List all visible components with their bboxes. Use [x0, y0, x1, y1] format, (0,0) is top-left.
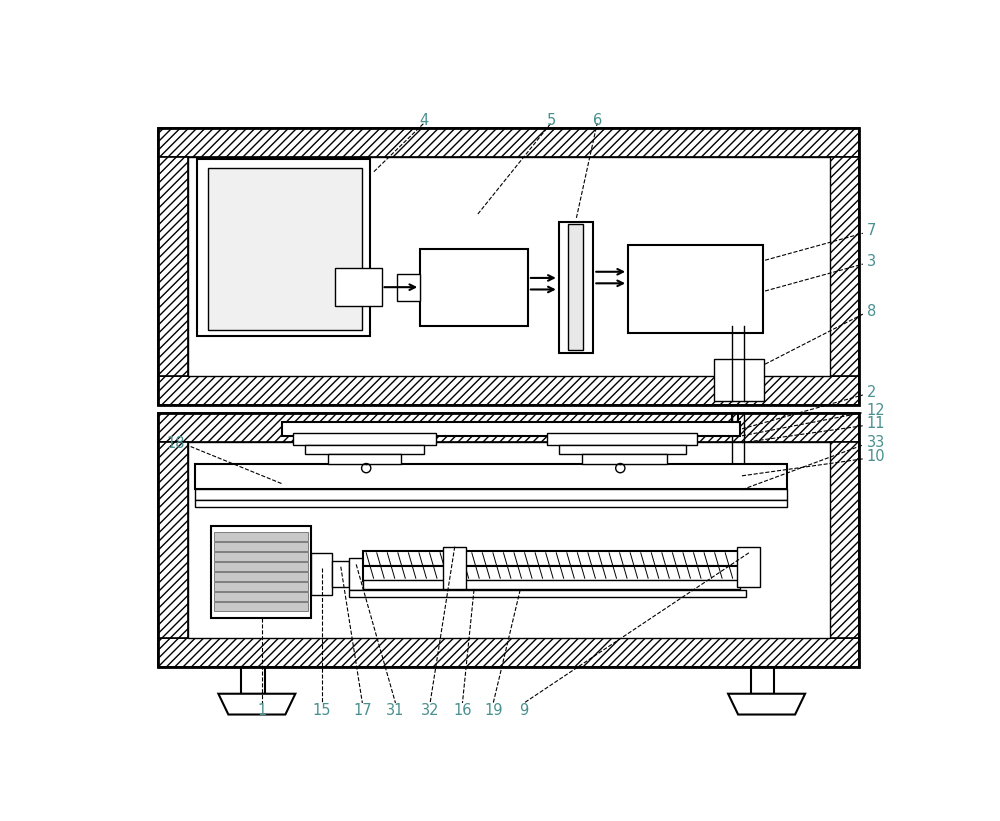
Bar [349, 558, 363, 589]
Bar [158, 128, 859, 157]
Text: 31: 31 [386, 703, 405, 718]
Bar [582, 454, 666, 464]
Bar [214, 582, 308, 590]
Bar [214, 592, 308, 600]
Text: 3: 3 [867, 255, 876, 269]
Bar [830, 157, 859, 376]
Bar [188, 442, 830, 638]
Bar [328, 454, 401, 464]
Text: 7: 7 [867, 223, 876, 238]
Bar [158, 442, 188, 638]
Text: 16: 16 [453, 703, 472, 718]
Bar [158, 638, 859, 667]
Text: 6: 6 [593, 112, 602, 127]
Bar [559, 222, 593, 353]
Bar [282, 422, 740, 436]
Bar [293, 433, 436, 445]
Bar [214, 602, 308, 611]
Bar [305, 445, 424, 454]
Bar [332, 561, 349, 588]
Text: 2: 2 [867, 385, 876, 400]
Bar [628, 245, 763, 333]
Polygon shape [728, 694, 805, 714]
Text: 17: 17 [353, 703, 372, 718]
Bar [363, 566, 740, 581]
Bar [214, 532, 308, 540]
Bar [158, 376, 859, 405]
Bar [197, 158, 370, 336]
Bar [363, 580, 740, 589]
Text: 33: 33 [867, 435, 885, 450]
Bar [158, 128, 859, 405]
Bar [195, 489, 787, 501]
Bar [714, 359, 764, 401]
Bar [158, 413, 859, 667]
Bar [568, 224, 583, 351]
Text: 1: 1 [258, 703, 267, 718]
Bar [751, 667, 774, 694]
Text: 4: 4 [419, 112, 429, 127]
Bar [335, 268, 382, 306]
Text: 18: 18 [167, 436, 185, 451]
Bar [397, 274, 420, 301]
Bar [158, 157, 188, 376]
Bar [214, 552, 308, 561]
Bar [188, 157, 830, 376]
Bar [311, 553, 332, 595]
Bar [559, 445, 686, 454]
Bar [737, 547, 760, 587]
Bar [208, 167, 362, 329]
Text: 19: 19 [484, 703, 503, 718]
Text: 11: 11 [867, 416, 885, 431]
Bar [214, 562, 308, 571]
Text: 15: 15 [312, 703, 331, 718]
Bar [211, 526, 311, 618]
Text: 32: 32 [421, 703, 439, 718]
Text: 9: 9 [519, 703, 529, 718]
Text: 12: 12 [867, 403, 885, 418]
Polygon shape [218, 694, 295, 714]
Bar [214, 572, 308, 580]
Bar [349, 589, 746, 598]
Bar [830, 442, 859, 638]
Text: 10: 10 [867, 449, 885, 464]
Bar [363, 551, 740, 566]
Bar [420, 249, 528, 326]
Bar [241, 667, 265, 694]
Text: 5: 5 [546, 112, 556, 127]
Bar [195, 464, 787, 489]
Bar [443, 547, 466, 589]
Text: 8: 8 [867, 305, 876, 319]
Bar [195, 501, 787, 507]
Bar [214, 542, 308, 551]
Bar [158, 413, 859, 442]
Bar [547, 433, 697, 445]
